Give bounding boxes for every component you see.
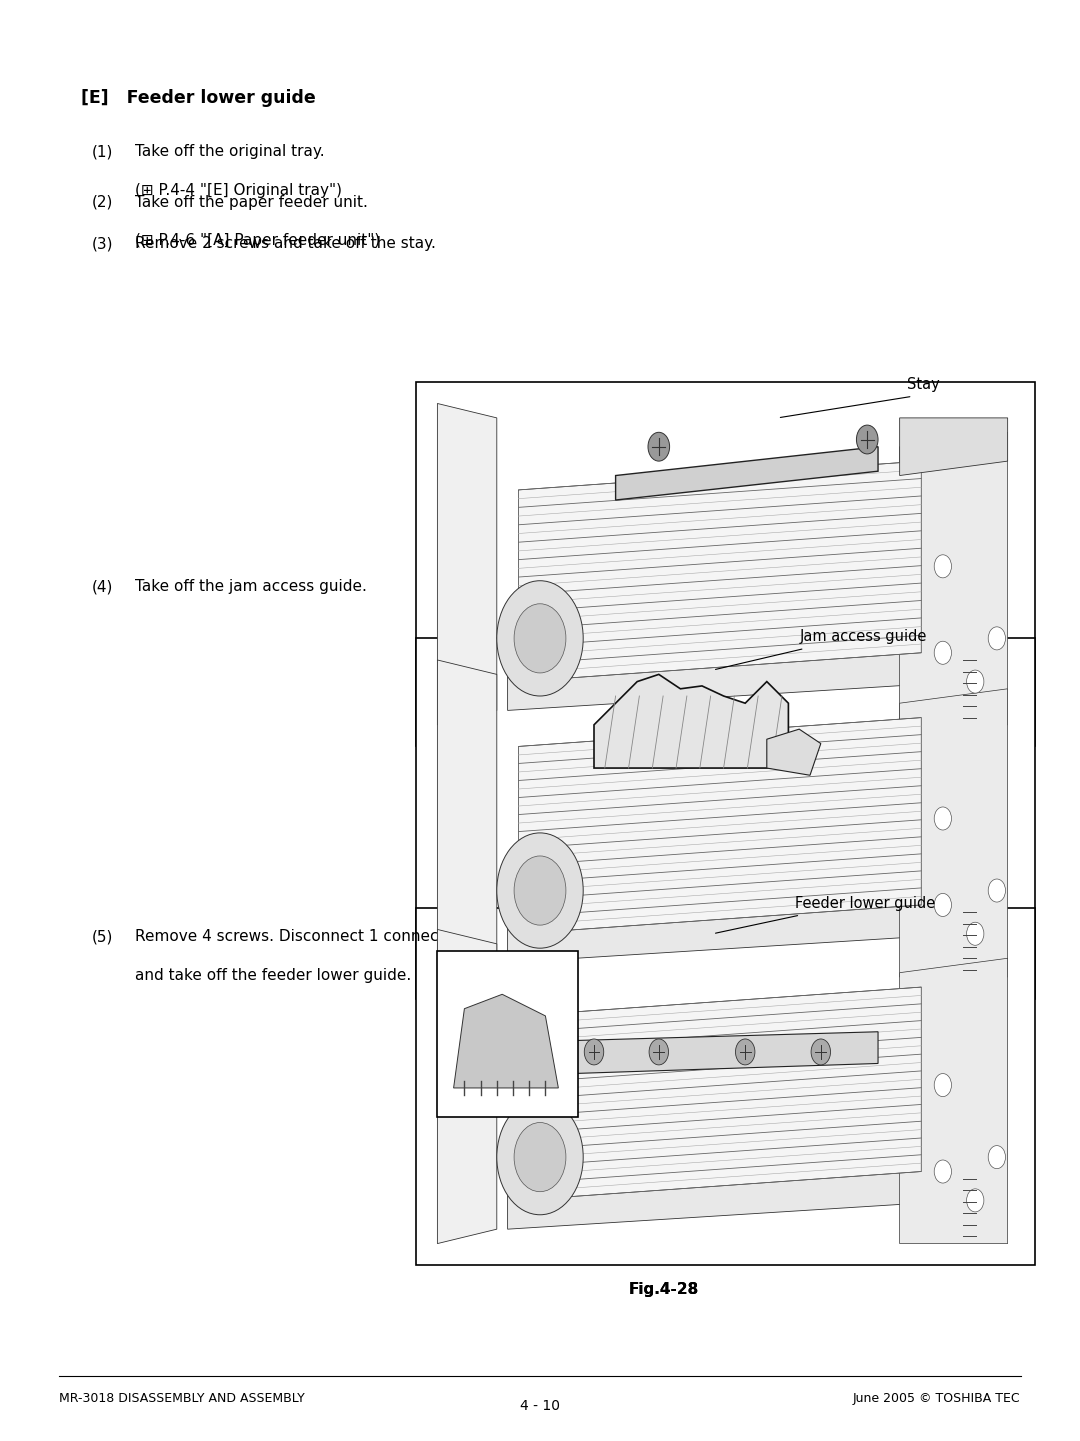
Text: (5): (5) [92, 929, 113, 944]
Text: (4): (4) [92, 579, 113, 594]
Text: Take off the paper feeder unit.: Take off the paper feeder unit. [135, 195, 368, 209]
Text: June 2005 © TOSHIBA TEC: June 2005 © TOSHIBA TEC [853, 1392, 1021, 1405]
Circle shape [497, 833, 583, 948]
Polygon shape [508, 847, 964, 963]
Polygon shape [616, 447, 878, 500]
Circle shape [967, 670, 984, 693]
Circle shape [497, 1099, 583, 1215]
Circle shape [934, 807, 951, 830]
Text: (⊞ P.4-4 "[E] Original tray"): (⊞ P.4-4 "[E] Original tray") [135, 183, 342, 197]
Circle shape [934, 641, 951, 664]
Polygon shape [518, 718, 921, 934]
Circle shape [648, 432, 670, 461]
Circle shape [514, 1123, 566, 1192]
Circle shape [735, 1039, 755, 1065]
Bar [416, 382, 1035, 746]
Circle shape [514, 856, 566, 925]
Text: Remove 2 screws and take off the stay.: Remove 2 screws and take off the stay. [135, 236, 436, 251]
Bar [416, 638, 1035, 999]
Text: Jam access guide: Jam access guide [799, 630, 927, 644]
Text: MR-3018 DISASSEMBLY AND ASSEMBLY: MR-3018 DISASSEMBLY AND ASSEMBLY [59, 1392, 306, 1405]
Circle shape [856, 425, 878, 454]
Polygon shape [508, 1114, 964, 1229]
Polygon shape [437, 660, 497, 977]
Circle shape [514, 604, 566, 673]
Polygon shape [518, 987, 921, 1200]
Polygon shape [900, 958, 1008, 1244]
Text: Fig.4-27: Fig.4-27 [629, 1019, 700, 1033]
Text: Feeder lower guide: Feeder lower guide [795, 896, 935, 911]
Text: [E]   Feeder lower guide: [E] Feeder lower guide [81, 89, 315, 107]
Circle shape [497, 581, 583, 696]
Text: Remove 4 screws. Disconnect 1 connector: Remove 4 screws. Disconnect 1 connector [135, 929, 460, 944]
Circle shape [934, 893, 951, 916]
Text: Take off the jam access guide.: Take off the jam access guide. [135, 579, 367, 594]
Bar [437, 951, 578, 1117]
Polygon shape [437, 403, 497, 725]
Text: Stay: Stay [907, 378, 940, 392]
Circle shape [967, 922, 984, 945]
Text: Fig.4-28: Fig.4-28 [629, 1282, 700, 1297]
Text: (1): (1) [92, 144, 113, 159]
Circle shape [988, 627, 1005, 650]
Polygon shape [529, 1032, 878, 1075]
Polygon shape [454, 994, 558, 1088]
Text: (2): (2) [92, 195, 113, 209]
Polygon shape [518, 461, 921, 682]
Circle shape [967, 1189, 984, 1212]
Text: Fig.4-28: Fig.4-28 [629, 1282, 700, 1297]
Polygon shape [594, 674, 788, 768]
Circle shape [649, 1039, 669, 1065]
Polygon shape [508, 595, 964, 710]
Polygon shape [767, 729, 821, 775]
Circle shape [934, 1160, 951, 1183]
Circle shape [584, 1039, 604, 1065]
Polygon shape [900, 432, 1008, 725]
Text: Take off the original tray.: Take off the original tray. [135, 144, 325, 159]
Bar [416, 908, 1035, 1265]
Text: 4 - 10: 4 - 10 [519, 1399, 561, 1414]
Circle shape [988, 1146, 1005, 1169]
Polygon shape [900, 418, 1008, 476]
Circle shape [811, 1039, 831, 1065]
Circle shape [934, 1074, 951, 1097]
Circle shape [934, 555, 951, 578]
Circle shape [988, 879, 1005, 902]
Text: Fig.4-26: Fig.4-26 [629, 775, 700, 790]
Text: (3): (3) [92, 236, 113, 251]
Polygon shape [437, 929, 497, 1244]
Text: Fig.4-27: Fig.4-27 [629, 1019, 700, 1033]
Polygon shape [900, 689, 1008, 977]
Text: and take off the feeder lower guide.: and take off the feeder lower guide. [135, 968, 411, 983]
Text: (⊞ P.4-6 "[A] Paper feeder unit"): (⊞ P.4-6 "[A] Paper feeder unit") [135, 233, 380, 248]
Text: Fig.4-26: Fig.4-26 [629, 775, 700, 790]
